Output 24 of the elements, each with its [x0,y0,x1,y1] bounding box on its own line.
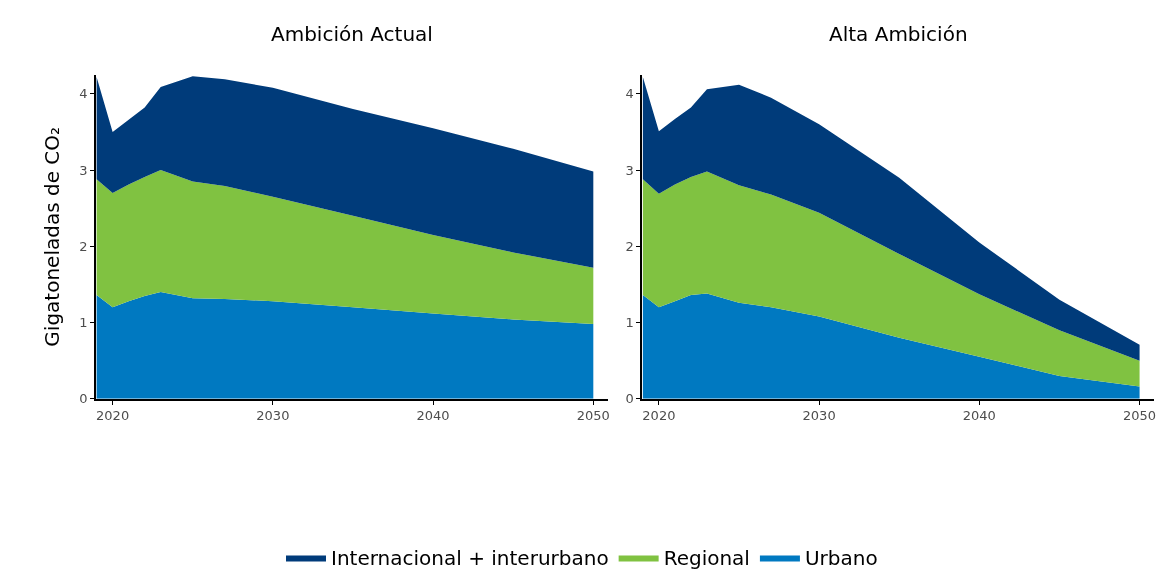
y-tick-label: 4 [625,86,634,102]
chart-title: Ambición Actual [271,22,433,46]
x-tick-label: 2030 [256,408,290,424]
y-tick-label: 2 [625,238,634,254]
x-tick-label: 2020 [642,408,676,424]
x-tick-label: 2050 [1123,408,1157,424]
chart-title: Alta Ambición [829,22,968,46]
y-axis-title: Gigatoneladas de CO₂ [40,126,65,347]
x-tick-label: 2040 [416,408,450,424]
y-tick-label: 3 [79,162,88,178]
y-tick-label: 1 [79,315,88,331]
x-tick-label: 2020 [96,408,130,424]
y-tick-label: 2 [79,238,88,254]
y-tick-label: 3 [625,162,634,178]
x-tick-label: 2040 [962,408,996,424]
x-tick-label: 2050 [576,408,610,424]
y-tick-label: 0 [79,391,88,407]
x-tick-label: 2030 [802,408,836,424]
legend-label: Internacional + interurbano [331,546,609,571]
y-tick-label: 1 [625,315,634,331]
legend-label: Regional [663,546,750,571]
legend-label: Urbano [804,546,878,571]
y-tick-label: 4 [79,86,88,102]
y-tick-label: 0 [625,391,634,407]
